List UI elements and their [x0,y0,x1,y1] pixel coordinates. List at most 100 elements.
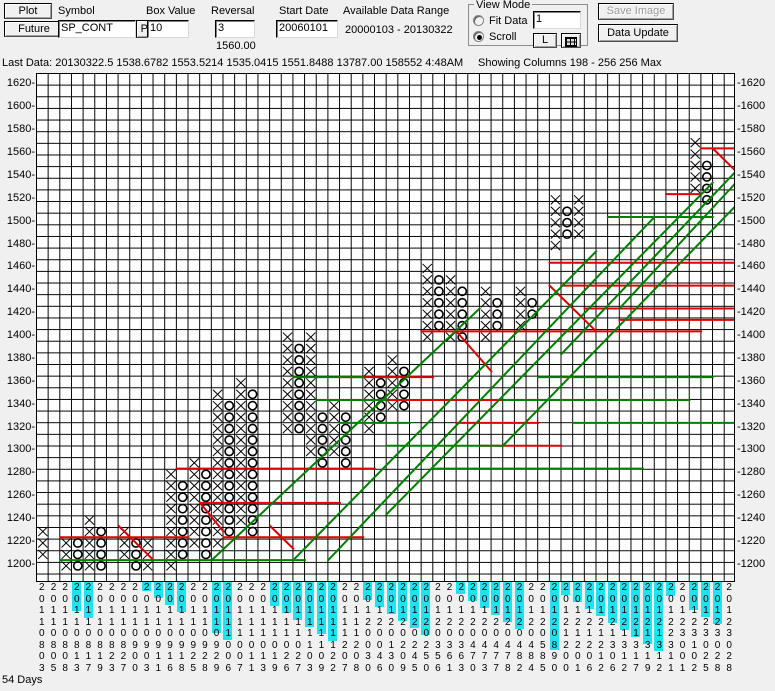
date-digit: 1 [330,639,336,651]
save-image-button[interactable]: Save Image [598,3,674,20]
date-digit: 0 [528,593,534,605]
date-digit: 1 [120,605,127,616]
date-column-highlight [83,582,93,618]
grid-view-button[interactable] [561,33,581,48]
date-digit: 1 [423,605,430,616]
date-digit: 0 [679,593,686,605]
reversal-input[interactable]: 3 [215,20,255,38]
date-digit: 5 [703,662,709,674]
box-value-input[interactable]: 10 [147,20,189,38]
radio-scroll[interactable] [473,31,484,42]
date-digit: 0 [423,593,430,605]
date-digit: 0 [260,639,266,651]
date-digit: 0 [143,628,150,639]
plot-grid[interactable] [36,73,735,582]
date-digit: 1 [248,616,255,628]
scroll-position-input[interactable]: 1 [533,11,581,29]
date-digit: 2 [668,582,674,593]
future-button[interactable]: Future [4,21,64,37]
date-digit: 1 [446,605,453,616]
date-digit: 0 [376,639,383,651]
symbol-input[interactable]: SP_CONT [58,20,136,38]
date-digit: 0 [644,593,651,605]
fit-data-label[interactable]: Fit Data [489,15,528,27]
y-tick-label: 1480- [6,237,35,250]
start-date-input[interactable]: 20060101 [276,20,338,38]
scroll-label[interactable]: Scroll [489,31,517,43]
date-digit: 8 [202,662,208,674]
date-digit: 8 [505,662,511,674]
scroll-left-button[interactable]: L [533,33,557,48]
plot-button[interactable]: Plot [4,3,52,19]
y-tick-label: 1320- [6,420,35,433]
date-column-highlight [654,582,664,651]
y-tick-label: -1360 [737,374,766,387]
data-update-button[interactable]: Data Update [598,24,678,42]
radio-fit-data[interactable] [473,15,484,26]
date-digit: 1 [388,605,395,616]
date-digit: 2 [341,582,348,593]
